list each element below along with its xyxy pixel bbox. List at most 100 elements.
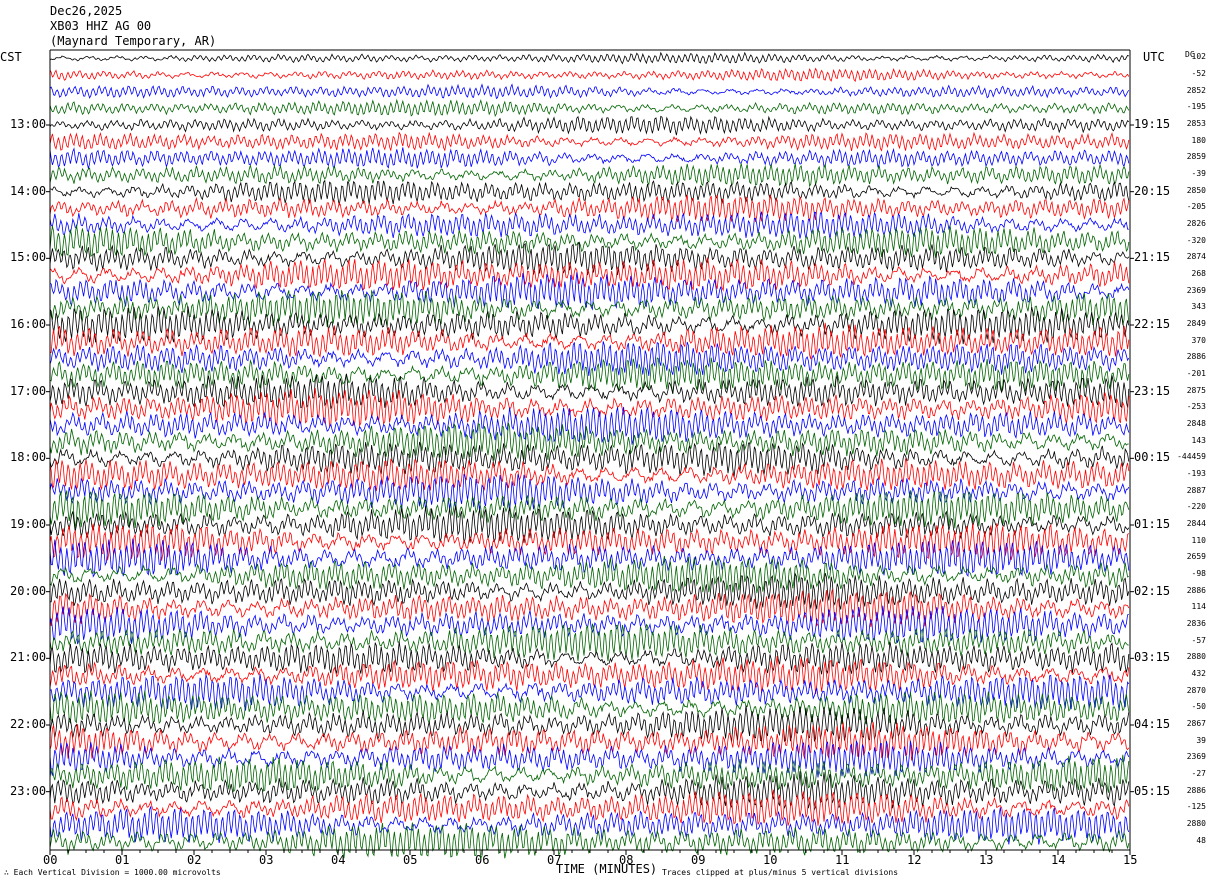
trace-line-4 <box>49 115 1130 136</box>
trace-line-9 <box>49 194 1130 223</box>
trace-line-2 <box>49 83 1130 100</box>
x-tick-label: 09 <box>691 853 706 867</box>
trace-line-12 <box>49 241 1130 276</box>
trace-line-5 <box>49 131 1130 152</box>
right-hour-label: 03:15 <box>1134 650 1171 665</box>
right-hour-label: 20:15 <box>1134 183 1171 198</box>
trace-line-23 <box>49 422 1129 461</box>
dc-offset-label: 2874 <box>1186 252 1206 262</box>
trace-line-40 <box>49 705 1130 742</box>
trace-line-25 <box>49 458 1130 492</box>
trace-line-15 <box>49 289 1130 327</box>
trace-line-24 <box>49 441 1130 478</box>
trace-line-47 <box>49 822 1130 860</box>
dc-offset-label: 2853 <box>1186 119 1206 128</box>
trace-line-14 <box>49 272 1130 311</box>
trace-line-6 <box>49 147 1130 169</box>
dc-offset-label: -27 <box>1191 769 1206 778</box>
x-tick-label: 02 <box>187 853 202 867</box>
right-timezone-label: UTC <box>1143 50 1165 64</box>
left-hour-label: 20:00 <box>10 583 47 598</box>
x-tick-label: 00 <box>43 853 58 867</box>
dc-offset-label: 143 <box>1191 435 1206 445</box>
trace-line-39 <box>49 690 1130 725</box>
dc-offset-label: -50 <box>1191 702 1206 712</box>
x-tick-label: 06 <box>475 853 490 867</box>
footer-clip-note: Traces clipped at plus/minus 5 vertical … <box>662 868 899 877</box>
x-tick-label: 08 <box>619 853 634 867</box>
dc-offset-label: -253 <box>1186 402 1206 412</box>
trace-line-42 <box>49 740 1130 778</box>
trace-line-29 <box>49 523 1130 561</box>
x-tick-label: 12 <box>907 853 922 867</box>
dc-offset-label: 2886 <box>1186 585 1206 595</box>
left-hour-label: 17:00 <box>10 383 47 398</box>
trace-line-43 <box>49 754 1130 793</box>
dc-offset-label: -52 <box>1191 69 1206 78</box>
dc-offset-label: 2886 <box>1186 352 1206 362</box>
x-tick-label: 10 <box>763 853 778 867</box>
trace-line-7 <box>49 163 1130 188</box>
trace-line-13 <box>49 257 1130 292</box>
trace-line-27 <box>49 490 1130 529</box>
dc-offset-label: 2870 <box>1186 685 1206 695</box>
right-hour-label: 01:15 <box>1134 517 1171 531</box>
right-hour-label: 21:15 <box>1134 250 1171 265</box>
dc-offset-label: -44459 <box>1177 452 1206 462</box>
trace-line-10 <box>49 211 1129 240</box>
trace-line-19 <box>49 357 1130 395</box>
left-hour-label: 23:00 <box>10 783 47 798</box>
right-hour-label: 19:15 <box>1134 117 1171 131</box>
trace-line-0 <box>49 51 1129 65</box>
dc-offset-label: 180 <box>1191 135 1206 145</box>
dc-offset-label: 343 <box>1191 302 1206 312</box>
dc-offset-label: 114 <box>1191 602 1206 612</box>
left-hour-label: 22:00 <box>10 717 47 731</box>
trace-line-38 <box>49 673 1130 711</box>
dc-offset-label: 2369 <box>1186 285 1206 295</box>
x-tick-label: 05 <box>403 853 418 867</box>
trace-line-11 <box>49 224 1130 258</box>
dc-offset-label: 102 <box>1191 52 1206 62</box>
dc-offset-label: -57 <box>1191 635 1206 645</box>
location-label: (Maynard Temporary, AR) <box>50 34 217 48</box>
trace-line-46 <box>49 806 1130 845</box>
trace-line-33 <box>49 589 1130 628</box>
trace-line-45 <box>49 789 1130 826</box>
dc-offset-label: 110 <box>1191 535 1206 545</box>
dc-offset-label: 2852 <box>1186 85 1206 95</box>
right-hour-label: 23:15 <box>1134 383 1171 398</box>
x-tick-label: 11 <box>835 853 850 867</box>
trace-line-21 <box>49 388 1130 428</box>
right-hour-label: 05:15 <box>1134 783 1171 798</box>
x-tick-label: 03 <box>259 853 274 867</box>
dc-offset-label: 432 <box>1191 669 1206 678</box>
right-hour-label: 02:15 <box>1134 583 1171 598</box>
dc-offset-label: 2859 <box>1186 152 1206 162</box>
trace-line-36 <box>49 641 1130 675</box>
dc-header-label: DC <box>1185 50 1195 59</box>
dc-offset-label: 2875 <box>1186 385 1206 395</box>
dc-offset-label: -320 <box>1186 235 1206 245</box>
plot-frame <box>46 49 1134 855</box>
trace-line-3 <box>49 98 1130 117</box>
left-hour-label: 16:00 <box>10 317 47 331</box>
dc-offset-label: 2369 <box>1186 752 1206 762</box>
left-hour-label: 19:00 <box>10 517 47 531</box>
dc-offset-label: 2844 <box>1186 519 1206 528</box>
x-axis-label: TIME (MINUTES) <box>556 862 658 876</box>
dc-offset-label: 268 <box>1191 269 1206 278</box>
dc-offset-label: -125 <box>1186 802 1206 812</box>
footer-scale-note: ∴ Each Vertical Division = 1000.00 micro… <box>4 868 221 877</box>
trace-line-37 <box>49 656 1130 695</box>
dc-offset-label: -220 <box>1186 502 1206 512</box>
x-tick-label: 13 <box>979 853 994 867</box>
x-tick-label: 14 <box>1051 853 1066 867</box>
footer-scale-text: Each Vertical Division = 1000.00 microvo… <box>13 868 221 877</box>
station-label: XB03 HHZ AG 00 <box>50 19 152 33</box>
dc-offset-label: 2887 <box>1186 485 1206 495</box>
trace-line-35 <box>49 623 1129 662</box>
trace-line-34 <box>49 605 1129 645</box>
left-hour-label: 13:00 <box>10 117 47 131</box>
